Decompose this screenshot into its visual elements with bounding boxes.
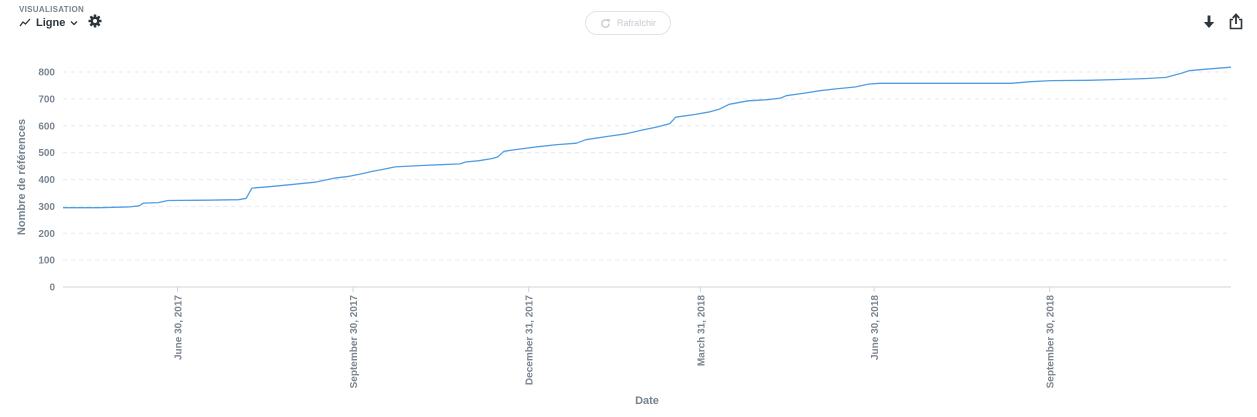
- share-icon: [1229, 13, 1243, 30]
- refresh-button[interactable]: Rafraîchir: [585, 11, 671, 35]
- viz-type-selector[interactable]: Ligne: [19, 15, 78, 31]
- y-tick-label: 800: [38, 68, 55, 79]
- viz-type-label: Ligne: [36, 17, 66, 29]
- gear-icon: [88, 14, 102, 28]
- share-button[interactable]: [1229, 13, 1243, 35]
- series: [63, 66, 1232, 209]
- settings-button[interactable]: [88, 14, 102, 33]
- y-tick-label: 200: [38, 229, 55, 240]
- y-tick-label: 0: [49, 283, 55, 294]
- series-line-0: [63, 66, 1232, 209]
- y-tick-label: 600: [38, 121, 55, 132]
- grid-lines: [63, 71, 1231, 261]
- x-tick-label: June 30, 2018: [870, 295, 881, 360]
- chevron-down-icon: [70, 21, 78, 26]
- x-tick-label: September 30, 2018: [1046, 295, 1057, 389]
- refresh-icon: [601, 18, 611, 28]
- axes: 0 100 200 300 400 500 600 700 800 June 30, 2017 Se…: [38, 68, 1231, 389]
- x-tick-label: March 31, 2018: [696, 295, 707, 367]
- y-tick-label: 100: [38, 256, 55, 267]
- download-icon: [1203, 15, 1215, 28]
- y-axis-title: Nombre de références: [16, 119, 28, 235]
- y-tick-label: 700: [38, 94, 55, 105]
- refresh-label: Rafraîchir: [616, 18, 656, 28]
- y-tick-label: 400: [38, 175, 55, 186]
- x-axis-title: Date: [635, 395, 659, 407]
- visualisation-section-label: VISUALISATION: [19, 5, 85, 14]
- x-tick-label: September 30, 2017: [349, 295, 360, 389]
- x-tick-label: June 30, 2017: [174, 295, 185, 360]
- line-chart-icon: [19, 18, 31, 27]
- y-tick-label: 500: [38, 148, 55, 159]
- download-button[interactable]: [1203, 15, 1215, 34]
- y-tick-label: 300: [38, 202, 55, 213]
- x-tick-label: December 31, 2017: [525, 295, 536, 386]
